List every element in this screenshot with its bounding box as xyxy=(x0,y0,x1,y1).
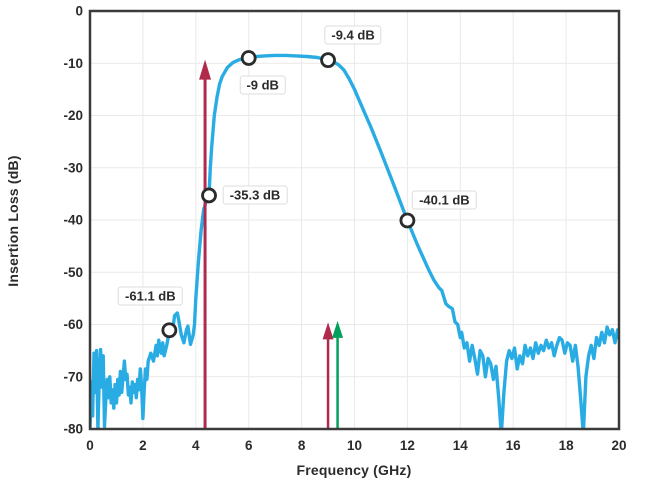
red-arrow-passband-head xyxy=(199,59,212,80)
response-curve xyxy=(89,53,620,430)
marker-value-label: -61.1 dB xyxy=(118,286,183,306)
y-tick-label: -10 xyxy=(63,56,83,71)
x-tick-label: 14 xyxy=(453,438,469,453)
plot-frame xyxy=(88,9,621,431)
x-tick-label: 12 xyxy=(400,438,415,453)
y-tick-label: -80 xyxy=(63,422,83,437)
y-axis-title: Insertion Loss (dB) xyxy=(5,155,21,287)
y-tick-label: -40 xyxy=(63,213,83,228)
data-point-marker xyxy=(320,52,336,69)
marker-value-label: -9 dB xyxy=(239,75,286,95)
x-tick-label: 10 xyxy=(347,438,362,453)
x-tick-label: 16 xyxy=(506,438,522,453)
data-point-marker xyxy=(240,50,257,66)
y-tick-label: -70 xyxy=(63,369,83,384)
y-tick-label: -60 xyxy=(63,317,83,332)
x-tick-label: 6 xyxy=(245,438,253,453)
marker-value-label: -35.3 dB xyxy=(222,185,288,205)
x-tick-label: 20 xyxy=(611,438,626,453)
x-tick-label: 4 xyxy=(192,438,200,453)
x-tick-label: 2 xyxy=(139,438,147,453)
x-tick-label: 8 xyxy=(298,438,306,453)
marker-value-label: -9.4 dB xyxy=(324,25,382,45)
y-tick-label: -50 xyxy=(63,265,83,280)
red-arrow-stopband-head xyxy=(322,322,334,340)
green-arrow-stopband-head xyxy=(332,320,344,338)
y-tick-label: -20 xyxy=(63,108,83,123)
data-point-marker xyxy=(161,322,178,339)
data-point-marker xyxy=(399,212,416,229)
data-point-marker xyxy=(201,187,217,204)
x-axis-title: Frequency (GHz) xyxy=(296,462,412,478)
x-tick-label: 0 xyxy=(86,438,94,453)
y-tick-label: 0 xyxy=(75,4,83,19)
x-tick-label: 18 xyxy=(559,438,575,453)
y-tick-label: -30 xyxy=(63,160,83,175)
marker-value-label: -40.1 dB xyxy=(412,190,477,210)
